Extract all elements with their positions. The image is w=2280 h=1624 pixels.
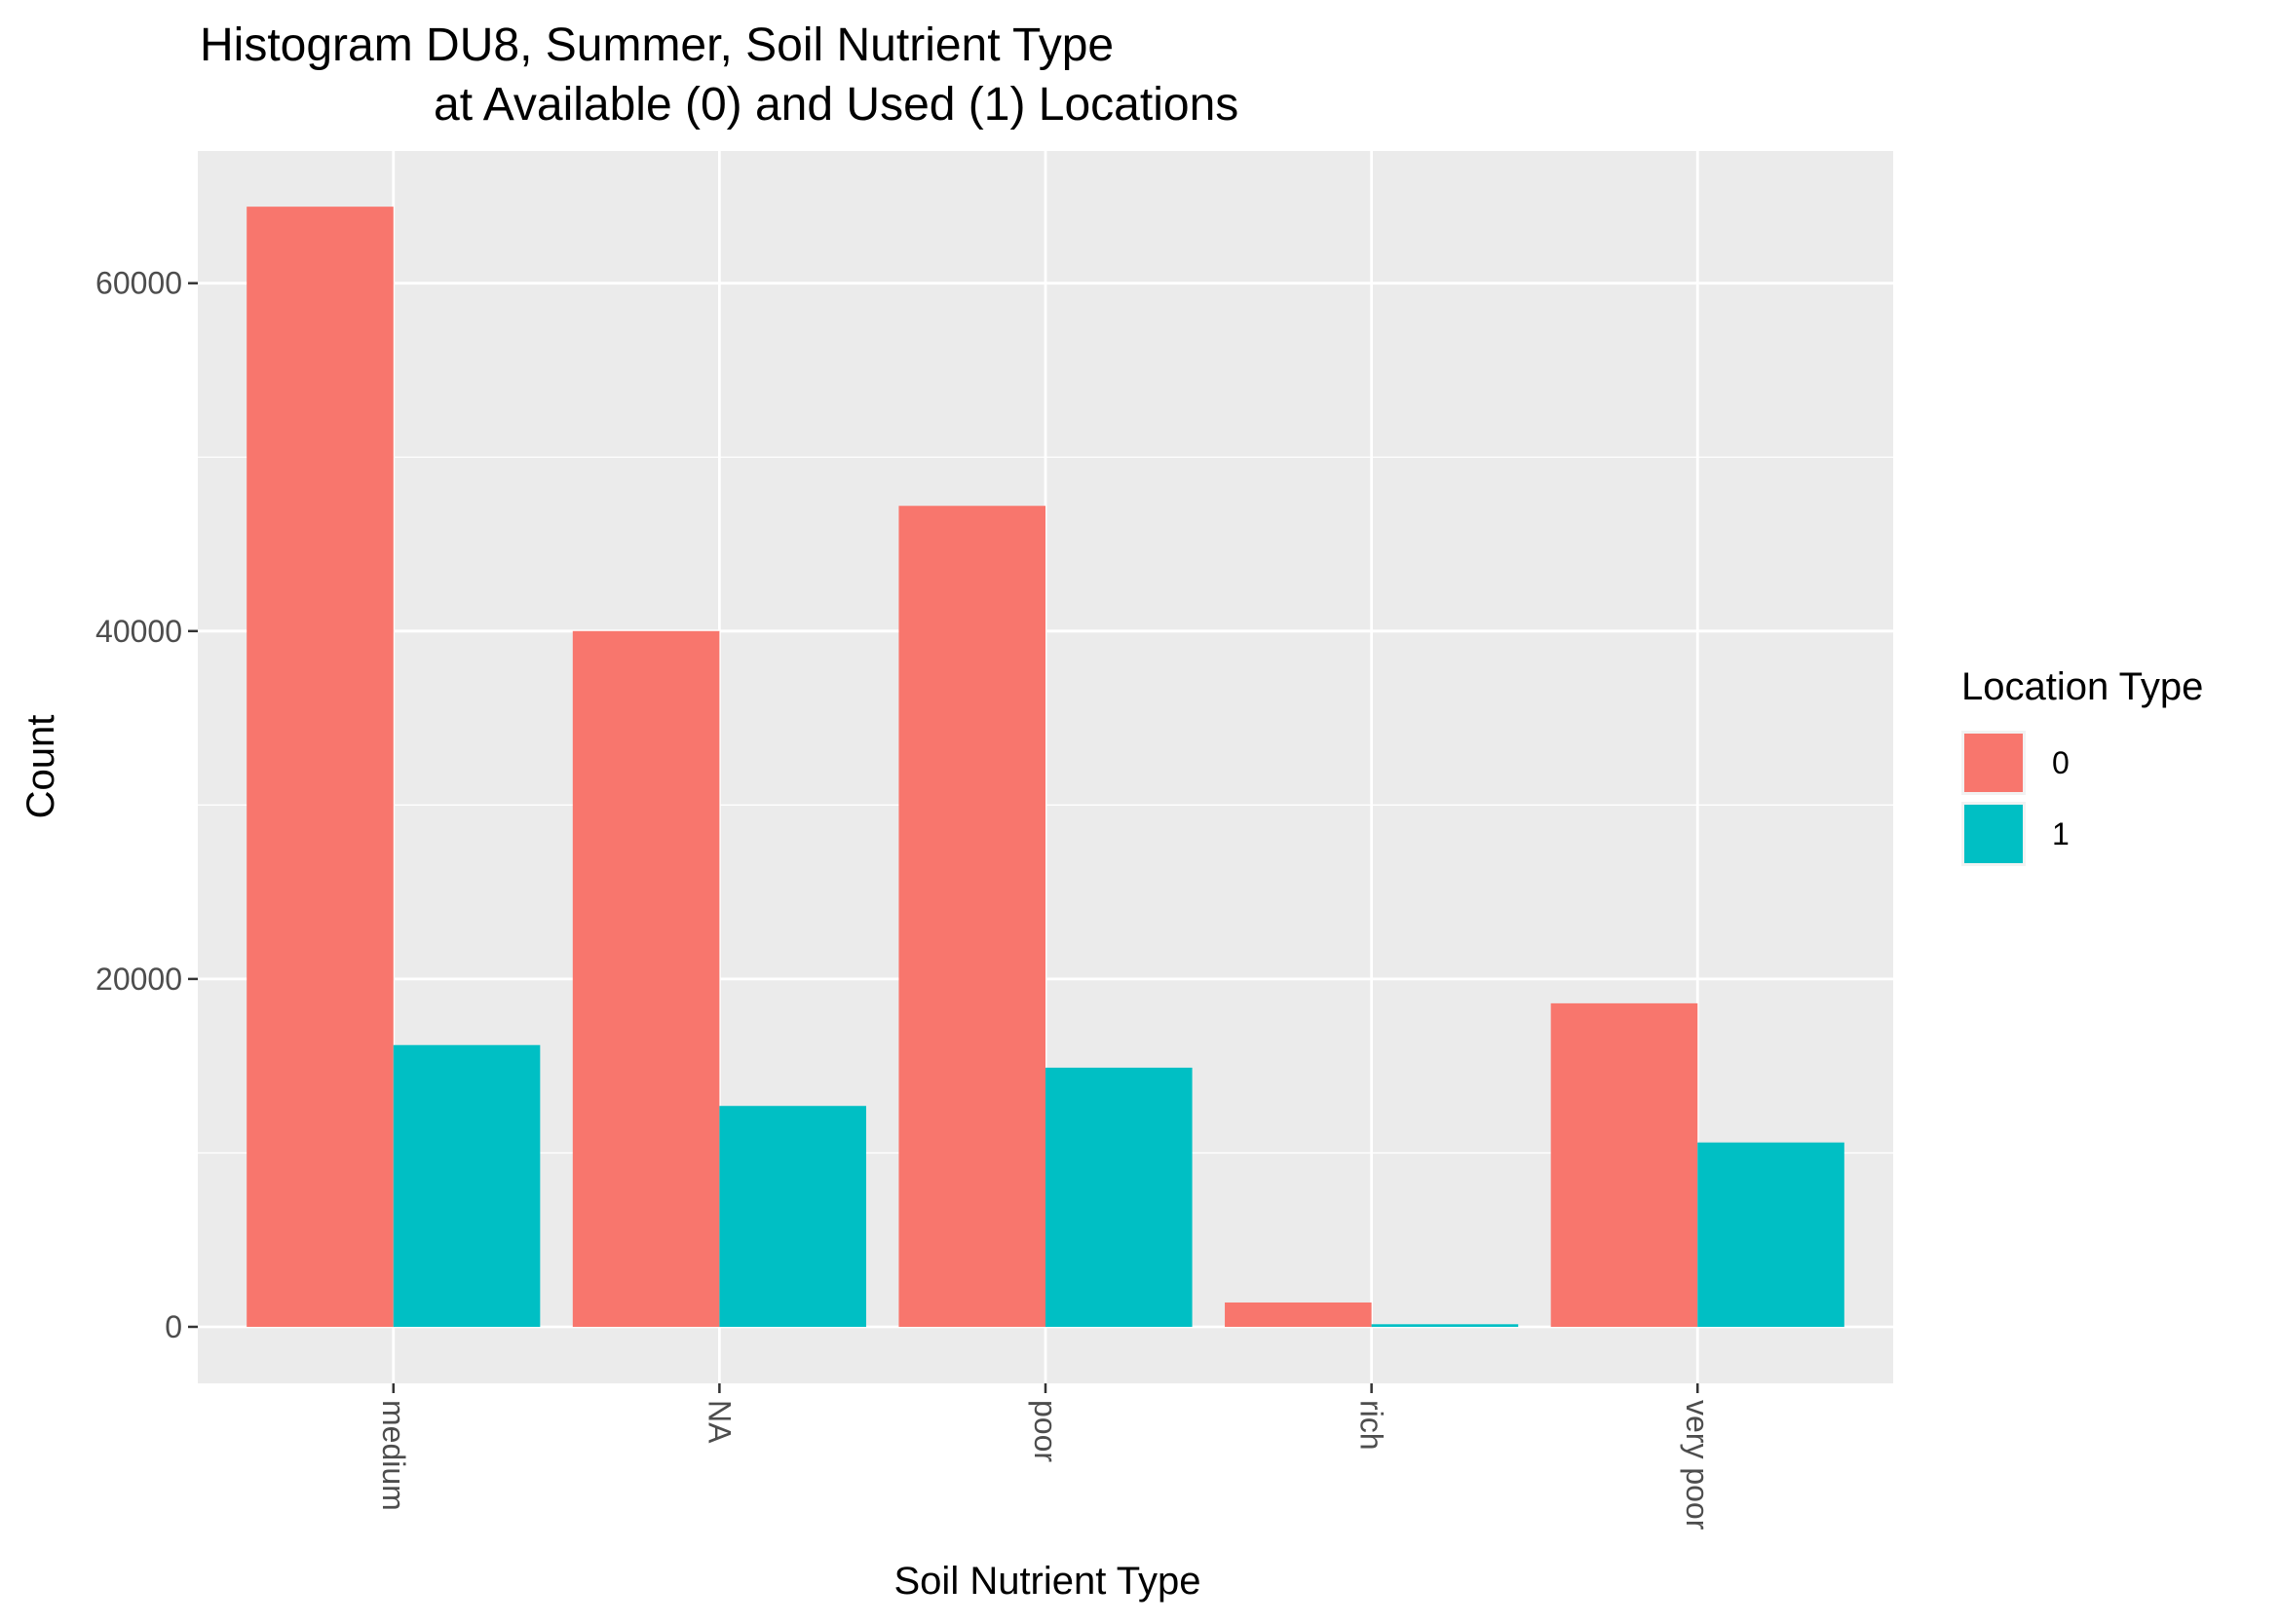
chart-title-line2: at Available (0) and Used (1) Locations bbox=[434, 79, 1238, 131]
x-tick-label: rich bbox=[1354, 1400, 1389, 1451]
bars-group bbox=[247, 207, 1844, 1327]
bar-medium-series-1 bbox=[393, 1044, 541, 1327]
x-axis-title: Soil Nutrient Type bbox=[894, 1560, 1201, 1603]
legend-title: Location Type bbox=[1961, 665, 2203, 708]
legend: Location Type 0 1 bbox=[1961, 665, 2203, 866]
legend-label-series-1: 1 bbox=[2052, 816, 2070, 851]
y-tick-label: 20000 bbox=[95, 962, 182, 997]
y-tick-label: 0 bbox=[165, 1309, 182, 1344]
x-tick-label: NA bbox=[702, 1400, 737, 1444]
bar-very-poor-series-0 bbox=[1550, 1002, 1698, 1327]
bar-poor-series-0 bbox=[898, 506, 1045, 1327]
x-tick-label: very poor bbox=[1680, 1400, 1715, 1530]
legend-label-series-0: 0 bbox=[2052, 745, 2070, 780]
bar-medium-series-0 bbox=[247, 207, 394, 1327]
bar-na-series-0 bbox=[572, 630, 720, 1327]
axes-group: 0 20000 40000 60000 medium NA poor rich very poo… bbox=[95, 266, 1715, 1530]
legend-swatch-series-1 bbox=[1964, 805, 2023, 863]
y-axis-title: Count bbox=[19, 715, 62, 819]
y-tick-label: 60000 bbox=[95, 266, 182, 301]
bar-na-series-1 bbox=[719, 1106, 866, 1327]
x-tick-label: medium bbox=[376, 1400, 411, 1511]
bar-rich-series-1 bbox=[1371, 1324, 1519, 1327]
chart-title-line1: Histogram DU8, Summer, Soil Nutrient Typ… bbox=[200, 19, 1114, 71]
x-tick-label: poor bbox=[1028, 1400, 1063, 1462]
bar-poor-series-1 bbox=[1045, 1067, 1193, 1327]
bar-very-poor-series-1 bbox=[1697, 1142, 1844, 1327]
legend-swatch-series-0 bbox=[1964, 734, 2023, 792]
y-tick-label: 40000 bbox=[95, 614, 182, 649]
bar-rich-series-0 bbox=[1225, 1302, 1372, 1327]
